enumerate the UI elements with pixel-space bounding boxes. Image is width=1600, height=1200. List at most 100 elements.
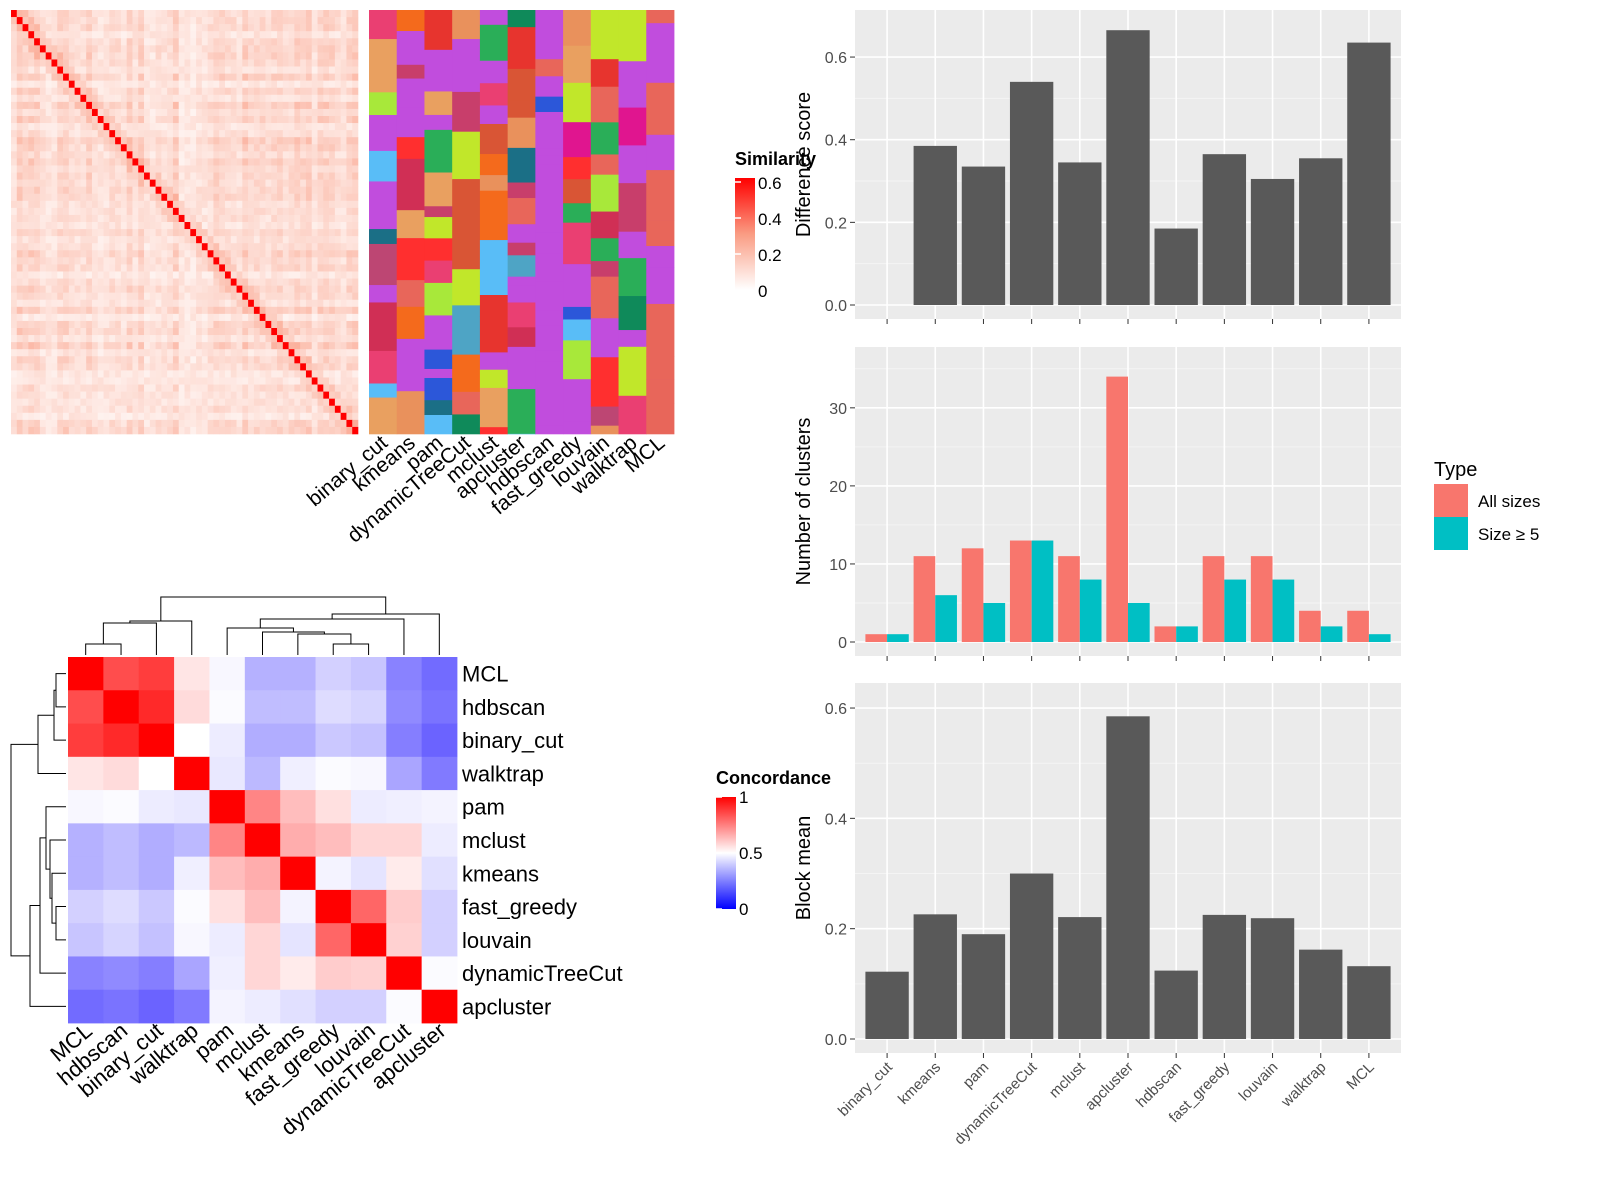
similarity-cell [190, 313, 197, 322]
similarity-cell [329, 335, 336, 343]
similarity-cell [45, 214, 52, 223]
similarity-cell [109, 108, 116, 117]
similarity-cell [346, 172, 353, 180]
similarity-cell [115, 313, 122, 322]
similarity-cell [230, 94, 237, 103]
similarity-cell [224, 426, 232, 435]
similarity-cell [213, 200, 220, 209]
similarity-cell [109, 179, 116, 187]
similarity-cell [86, 412, 93, 421]
similarity-cell [11, 236, 18, 244]
similarity-cell [103, 151, 110, 159]
similarity-cell [45, 342, 52, 350]
similarity-cell [86, 356, 93, 364]
similarity-cell [288, 370, 295, 378]
similarity-cell [277, 356, 284, 364]
similarity-cell [265, 151, 272, 159]
similarity-cell [144, 335, 151, 343]
similarity-cell [138, 292, 145, 301]
similarity-cell [91, 179, 99, 187]
similarity-cell [109, 278, 116, 286]
similarity-cell [103, 398, 110, 407]
similarity-cell [224, 250, 232, 258]
similarity-cell [39, 24, 46, 32]
similarity-cell [294, 151, 301, 159]
similarity-cell [45, 236, 52, 244]
similarity-cell [57, 278, 64, 286]
similarity-cell [352, 186, 359, 195]
similarity-cell [144, 299, 151, 308]
similarity-cell [68, 144, 75, 152]
similarity-cell [300, 257, 307, 265]
similarity-cell [149, 384, 156, 392]
similarity-cell [68, 31, 75, 39]
similarity-cell [271, 377, 278, 385]
similarity-cell [230, 24, 237, 32]
similarity-cell [329, 31, 336, 39]
similarity-cell [172, 236, 180, 244]
similarity-cell [201, 377, 208, 385]
similarity-cell [288, 10, 295, 18]
similarity-cell [196, 38, 203, 46]
similarity-cell [323, 108, 330, 117]
similarity-cell [271, 370, 278, 378]
similarity-cell [317, 222, 324, 230]
concordance-cell [280, 956, 316, 991]
similarity-cell [282, 59, 289, 67]
similarity-cell [213, 292, 220, 301]
similarity-cell [230, 349, 237, 357]
similarity-cell [51, 59, 58, 67]
similarity-cell [329, 172, 336, 180]
similarity-cell [149, 356, 156, 364]
similarity-cell [34, 80, 41, 89]
similarity-cell [230, 405, 237, 414]
similarity-cell [190, 214, 197, 223]
similarity-cell [11, 108, 18, 117]
similarity-cell [80, 10, 87, 18]
similarity-cell [305, 66, 313, 74]
similarity-cell [311, 419, 318, 428]
similarity-cell [57, 250, 64, 258]
similarity-cell [236, 80, 243, 89]
similarity-cell [248, 200, 255, 209]
similarity-cell [161, 299, 168, 308]
similarity-cell [334, 299, 341, 308]
similarity-cell [132, 45, 139, 53]
similarity-cell [103, 123, 110, 131]
similarity-cell [11, 328, 18, 336]
similarity-cell [51, 101, 58, 110]
similarity-cell [300, 116, 307, 124]
similarity-cell [207, 151, 214, 159]
similarity-cell [109, 214, 116, 223]
membership-cell [590, 154, 619, 175]
similarity-cell [317, 419, 324, 428]
similarity-cell [115, 391, 122, 399]
similarity-cell [138, 243, 145, 251]
similarity-cell [132, 172, 139, 180]
similarity-cell [300, 271, 307, 279]
similarity-cell [300, 398, 307, 407]
similarity-cell [184, 144, 191, 152]
similarity-cell [120, 101, 127, 110]
similarity-cell [39, 306, 46, 315]
similarity-cell [109, 193, 116, 202]
concordance-cell [209, 823, 246, 858]
similarity-cell [265, 320, 272, 329]
similarity-cell [334, 264, 341, 272]
similarity-cell [253, 264, 260, 272]
similarity-cell [277, 66, 284, 74]
concordance-cell [103, 856, 140, 891]
similarity-cell [155, 87, 162, 96]
similarity-cell [311, 285, 318, 293]
membership-cell [590, 174, 619, 212]
similarity-cell [230, 285, 237, 293]
membership-cell [646, 134, 675, 171]
similarity-cell [253, 158, 260, 166]
similarity-cell [277, 186, 284, 195]
membership-cell [396, 280, 425, 308]
similarity-cell [346, 370, 353, 378]
similarity-cell [196, 158, 203, 166]
similarity-cell [196, 306, 203, 315]
similarity-cell [317, 38, 324, 46]
similarity-cell [109, 405, 116, 414]
